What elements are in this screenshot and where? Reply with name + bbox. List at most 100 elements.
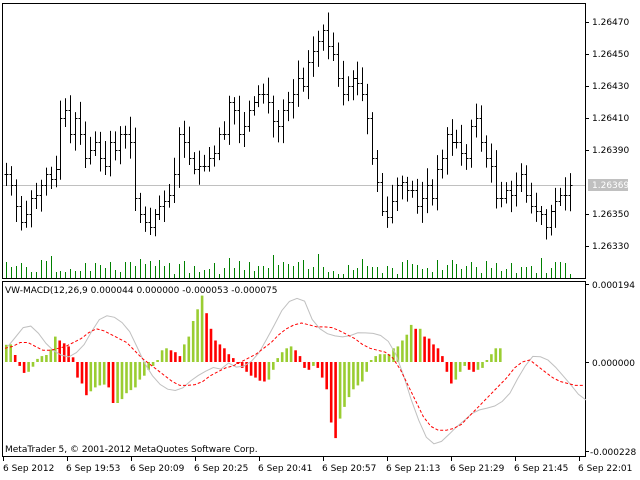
ohlc-bar xyxy=(558,187,563,207)
ohlc-bar xyxy=(286,91,291,122)
histogram-bar xyxy=(374,356,377,362)
ohlc-bar xyxy=(351,70,356,101)
ohlc-bar xyxy=(375,149,380,192)
ohlc-bar xyxy=(291,79,296,119)
price-tick: 1.26330 xyxy=(592,242,629,252)
time-tick: 6 Sep 20:41 xyxy=(258,464,312,474)
histogram-bar xyxy=(138,362,142,380)
histogram-bar xyxy=(383,354,386,362)
ohlc-bar xyxy=(271,95,276,138)
ohlc-bar xyxy=(68,95,73,144)
ohlc-bar xyxy=(331,32,336,61)
histogram-bar xyxy=(27,362,30,372)
histogram-bar xyxy=(240,362,244,368)
price-tick: 1.26450 xyxy=(592,50,629,60)
ohlc-bar xyxy=(227,95,232,145)
histogram-bar xyxy=(401,340,404,362)
ohlc-bar xyxy=(296,60,301,107)
time-tick: 6 Sep 19:53 xyxy=(66,464,120,474)
histogram-bar xyxy=(223,348,226,362)
histogram-bar xyxy=(45,355,48,362)
indicator-tick: 0.000000 xyxy=(592,359,635,369)
histogram-bar xyxy=(200,295,204,362)
histogram-bar xyxy=(356,362,360,386)
histogram-bar xyxy=(369,360,373,362)
ohlc-bar xyxy=(98,131,103,172)
ohlc-bar xyxy=(514,172,519,207)
histogram-bar xyxy=(427,338,431,362)
ohlc-bar xyxy=(207,146,212,172)
ohlc-bar xyxy=(49,166,54,189)
price-tick: 1.26470 xyxy=(592,18,629,28)
histogram-bar xyxy=(418,328,422,362)
histogram-bar xyxy=(205,313,208,362)
ohlc-bar xyxy=(553,187,558,228)
histogram-bar xyxy=(89,362,93,392)
ohlc-bar xyxy=(346,76,351,102)
histogram-bar xyxy=(450,362,453,384)
histogram-bar xyxy=(80,362,84,384)
histogram-bar xyxy=(54,336,57,362)
ohlc-bar xyxy=(549,204,554,236)
ohlc-bar xyxy=(167,183,172,208)
current-price-label: 1.26369 xyxy=(592,181,629,191)
indicator-axis: 0.000194 0.000000 -0.000228 xyxy=(585,281,636,458)
ohlc-bar xyxy=(454,129,459,149)
ohlc-bar xyxy=(63,98,68,128)
histogram-bar xyxy=(236,362,239,364)
histogram-bar xyxy=(218,344,222,362)
ohlc-bar xyxy=(306,50,311,100)
ohlc-bar xyxy=(108,130,113,177)
ohlc-bar xyxy=(34,182,39,210)
histogram-bar xyxy=(58,340,61,362)
current-price-label-bg xyxy=(588,179,628,191)
histogram-bar xyxy=(285,348,288,362)
ohlc-bar xyxy=(103,140,108,175)
histogram-bar xyxy=(338,362,342,419)
price-tick: 1.26390 xyxy=(592,146,629,156)
histogram-bar xyxy=(232,358,235,362)
histogram-bar xyxy=(414,328,417,362)
histogram-bar xyxy=(441,356,444,362)
ohlc-bar xyxy=(232,97,237,125)
histogram-bar xyxy=(432,344,435,362)
histogram-bar xyxy=(245,362,248,372)
time-tick: 6 Sep 21:29 xyxy=(450,464,505,474)
ohlc-bar xyxy=(415,178,420,214)
histogram-bar xyxy=(62,343,66,362)
histogram-bar xyxy=(98,362,102,386)
histogram-bar xyxy=(9,344,12,362)
macd-histogram xyxy=(5,295,502,439)
ohlc-bar xyxy=(237,95,242,144)
ohlc-bar xyxy=(445,127,450,175)
histogram-bar xyxy=(85,362,88,396)
histogram-bar xyxy=(312,362,315,366)
histogram-bar xyxy=(267,362,271,380)
time-tick: 6 Sep 20:25 xyxy=(194,464,248,474)
price-tick: 1.26430 xyxy=(592,82,629,92)
ohlc-bar xyxy=(148,207,153,236)
histogram-bar xyxy=(454,362,458,380)
ohlc-bar xyxy=(474,103,479,138)
ohlc-bar xyxy=(370,112,375,165)
histogram-bar xyxy=(31,362,35,367)
histogram-bar xyxy=(129,362,133,391)
ohlc-bar xyxy=(143,206,148,232)
histogram-bar xyxy=(365,362,368,372)
main-chart-frame xyxy=(2,3,586,279)
histogram-bar xyxy=(294,350,297,362)
histogram-bar xyxy=(352,362,355,390)
ohlc-bar xyxy=(113,131,118,161)
histogram-bar xyxy=(280,352,284,362)
histogram-bar xyxy=(423,336,426,362)
ohlc-bar xyxy=(4,162,9,186)
histogram-bar xyxy=(289,346,293,362)
histogram-bar xyxy=(343,362,346,407)
histogram-bar xyxy=(76,362,79,378)
ohlc-bar xyxy=(519,163,524,193)
histogram-bar xyxy=(183,344,186,362)
ohlc-bar xyxy=(182,120,187,158)
ohlc-bar xyxy=(405,176,410,202)
ohlc-bar xyxy=(252,96,257,116)
